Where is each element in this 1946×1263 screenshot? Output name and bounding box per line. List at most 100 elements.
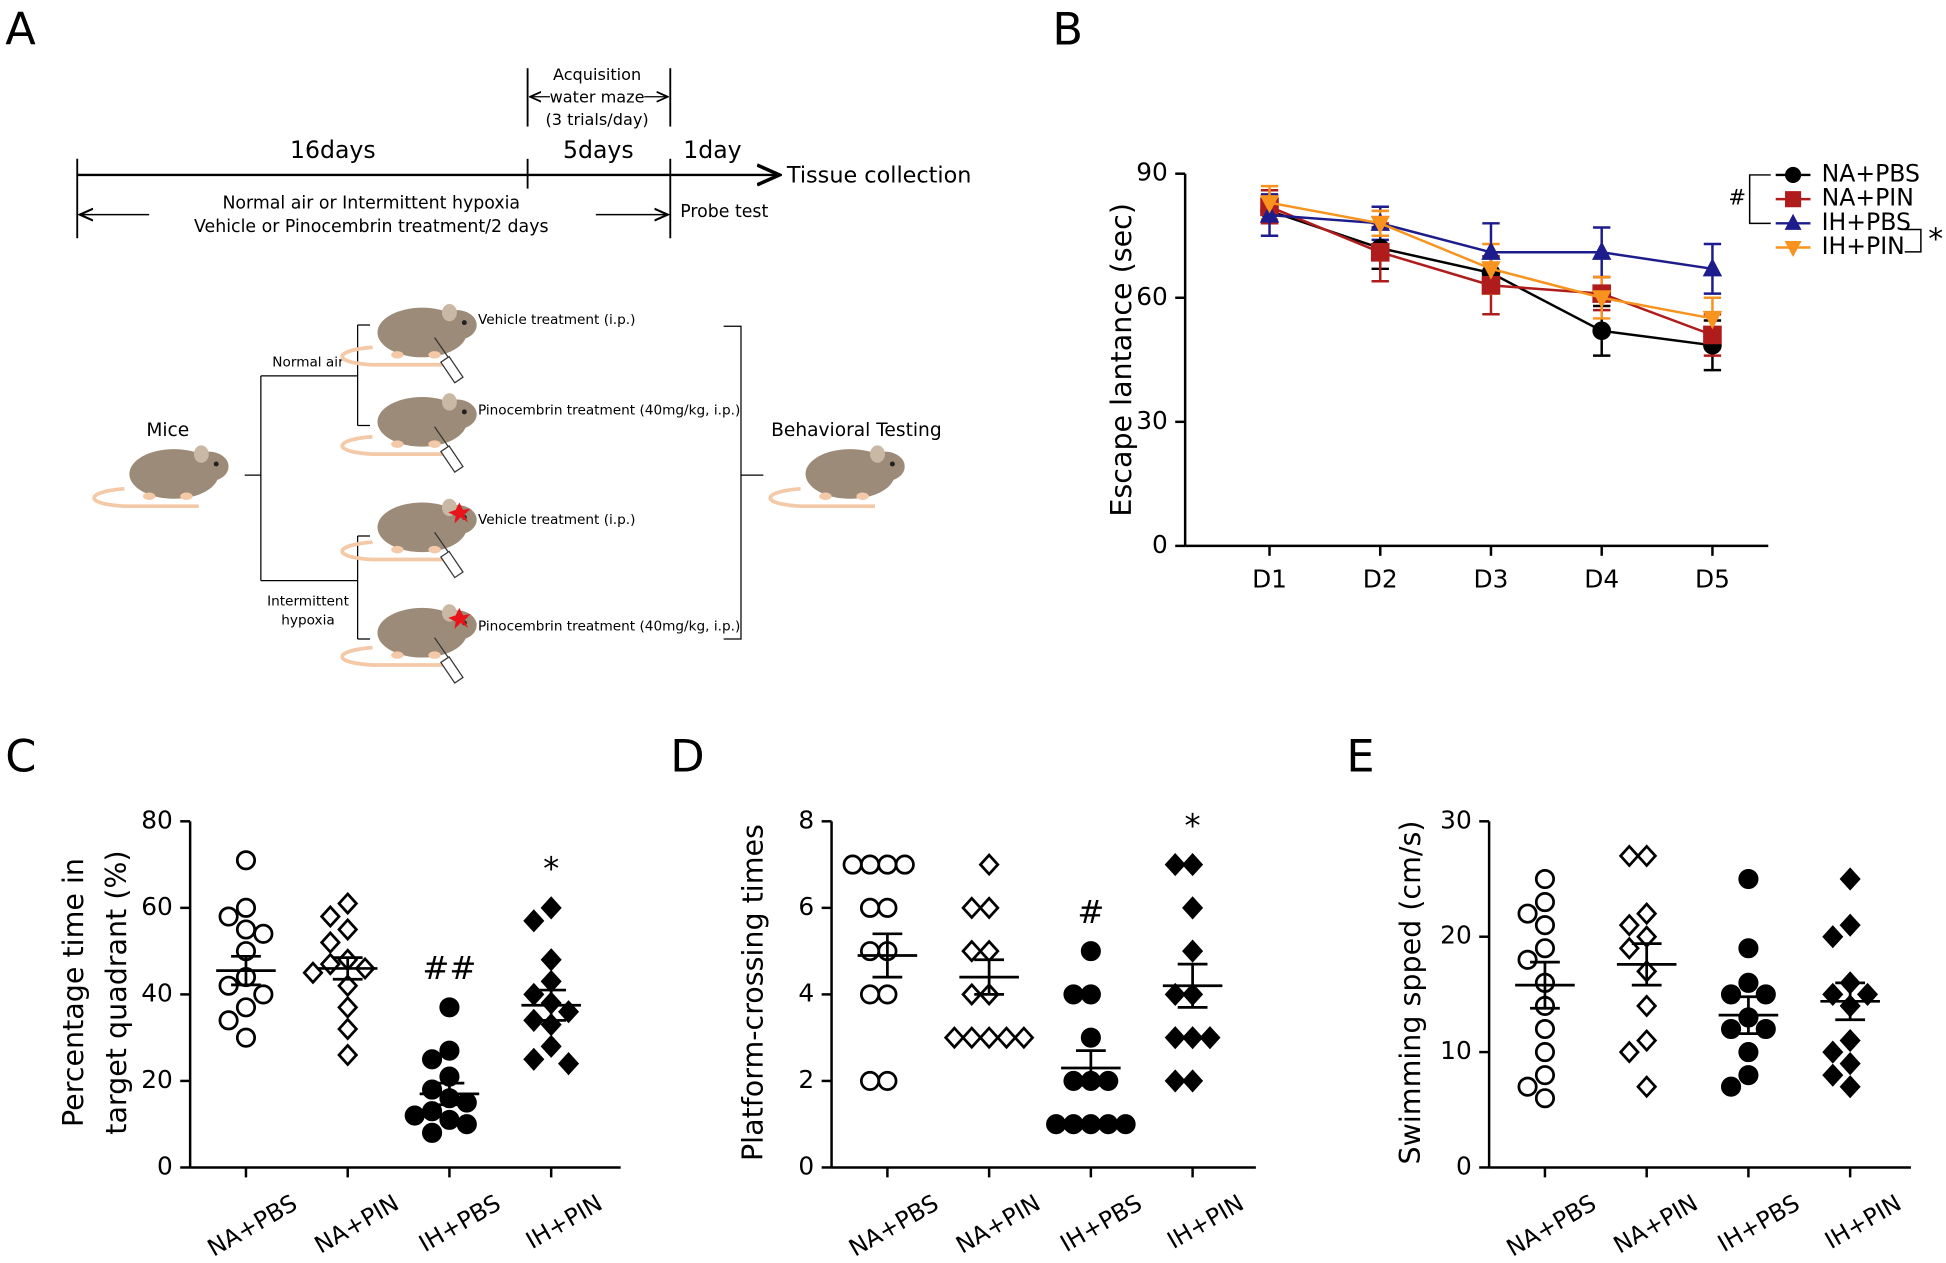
legend-label: NA+PBS [1822,159,1920,187]
point [1063,1070,1084,1091]
x-tick-label: IH+PBS [1055,1189,1146,1258]
point [1720,984,1742,1005]
bracket [1904,228,1922,253]
point [1534,1042,1555,1063]
point [978,1026,1000,1050]
y-axis-label: Escape lantance (sec) [1105,203,1138,517]
panel-a: A Acquisition water maze (3 trials/day) … [5,3,972,684]
point [337,995,359,1019]
point [523,909,545,933]
point [218,906,239,927]
point [523,1008,545,1032]
y-axis-label: target quadrant (%) [100,850,133,1134]
point [1839,1052,1861,1076]
x-tick-label: NA+PBS [203,1189,302,1262]
point [894,854,915,875]
y-tick-label: 0 [1456,1151,1472,1180]
point [1618,844,1640,868]
y-tick-label: 6 [798,892,814,921]
end-label: Tissue collection [786,163,972,189]
point [1618,1040,1640,1064]
y-tick-label: 60 [1136,282,1168,311]
label: Normal air or Intermittent hypoxia [222,193,520,213]
label: Behavioral Testing [771,420,942,441]
point [439,1109,460,1130]
chart-panel: B Escape lantance (sec) 0 30 60 90 D1 D2 D3 D4 D5 N… [1052,3,1943,593]
mouse [768,443,907,509]
y-tick-label: 8 [798,805,814,834]
annotation: # [1728,185,1746,210]
point [422,1122,443,1143]
point [1370,242,1390,262]
point [1702,257,1723,277]
point [1080,1027,1101,1048]
point [1702,310,1723,330]
label: (3 trials/day) [545,110,648,129]
point [1517,903,1538,924]
x-tick-label: D5 [1695,565,1730,594]
legend-marker [1785,191,1802,208]
point [235,897,257,918]
branch: Normal air [272,354,344,370]
sem-bar [1075,1049,1106,1087]
annotation: * [1928,222,1943,257]
point [1738,1065,1759,1086]
point [1080,941,1101,962]
sem-bar [1835,981,1866,1022]
point [319,930,341,955]
y-tick-label: 0 [157,1151,173,1180]
panel-label: C [5,730,36,782]
point [859,854,881,875]
point [1080,984,1101,1005]
x-tick-label: D4 [1584,565,1619,594]
phase: 1day [683,136,741,164]
y-tick-label: 20 [1440,921,1472,950]
sem-bar [1733,995,1764,1035]
point [1591,241,1612,260]
y-axis-label: Swimming spped (cm/s) [1394,821,1427,1165]
annotation: # [1077,893,1104,931]
x-tick-label: D3 [1474,565,1509,594]
point [422,1049,443,1070]
point [1182,896,1204,920]
point [1164,1026,1186,1050]
point [1517,1076,1538,1097]
point [1618,936,1640,960]
point [1481,276,1501,295]
panel-label: B [1052,3,1083,55]
point [1839,1075,1861,1099]
point [337,891,359,916]
point [1822,982,1844,1006]
tree [723,325,764,640]
point [1822,1063,1844,1087]
y-tick-label: 4 [798,978,814,1007]
x-tick-label: NA+PIN [1609,1189,1703,1259]
sem-bar [332,956,363,981]
label: Vehicle or Pinocembrin treatment/2 days [194,217,549,237]
point [1636,844,1658,868]
y-tick-label: 10 [1440,1036,1472,1065]
sem-bar [536,988,567,1022]
panel-label: D [670,730,704,782]
point [1618,913,1640,937]
y-tick-label: 90 [1136,158,1168,187]
mouse [340,602,479,667]
treatment: Pinocembrin treatment (40mg/kg, i.p.) [478,619,740,635]
point [523,982,545,1006]
label: Probe test [680,202,768,222]
point [877,897,898,918]
point [1720,1076,1742,1097]
point [1534,915,1555,936]
label: Acquisition [553,65,641,84]
x-tick-label: NA+PBS [844,1189,943,1262]
point [540,948,562,972]
point [1098,1114,1119,1135]
chart-panel: D Platform-crossing times 0 2 4 6 8 NA+PBS NA+PI… [670,730,1256,1262]
legend-marker [1784,213,1802,230]
point [1738,1042,1759,1063]
sem-bar [1177,962,1208,1009]
point [1199,1026,1221,1050]
legend-label: NA+PIN [1822,184,1914,212]
legend-label: IH+PIN [1822,232,1905,260]
